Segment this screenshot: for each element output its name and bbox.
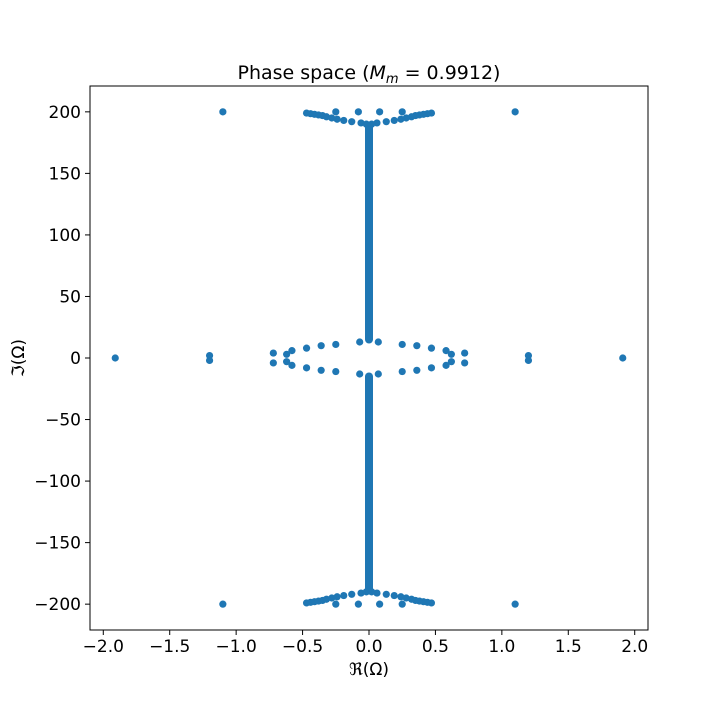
data-point xyxy=(354,600,362,608)
data-point xyxy=(374,370,382,378)
data-point xyxy=(619,354,627,362)
data-point xyxy=(382,590,390,598)
data-point xyxy=(368,588,376,596)
x-tick-label: −1.0 xyxy=(216,637,257,657)
axis-ticks: −2.0 −1.5 −1.0 −0.5 0.0 0.5 1.0 1.5 2.0 200 150 100… xyxy=(34,103,648,657)
x-tick-label: −2.0 xyxy=(83,637,124,657)
data-point xyxy=(511,108,519,116)
y-tick-label: −150 xyxy=(34,534,81,554)
data-point xyxy=(332,367,340,376)
data-point xyxy=(524,351,533,360)
x-axis-label: ℜ(Ω) xyxy=(349,660,389,680)
data-point xyxy=(348,590,356,598)
y-tick-label: −200 xyxy=(34,595,81,615)
data-point xyxy=(269,349,277,357)
data-point xyxy=(398,108,406,116)
data-point xyxy=(376,108,384,116)
data-point xyxy=(442,347,450,355)
data-point xyxy=(288,361,296,369)
data-point xyxy=(362,588,370,596)
data-point xyxy=(317,366,325,374)
x-tick-label: 1.0 xyxy=(488,637,515,657)
data-point xyxy=(269,359,277,367)
data-point xyxy=(205,356,214,365)
data-point xyxy=(219,600,227,608)
data-point xyxy=(376,600,384,608)
y-axis-label: ℑ(Ω) xyxy=(9,339,29,377)
data-point xyxy=(332,600,340,608)
data-point xyxy=(288,347,296,355)
data-point xyxy=(283,358,291,366)
data-point xyxy=(390,116,398,125)
data-point xyxy=(302,364,311,372)
data-point xyxy=(332,108,340,116)
data-point xyxy=(447,350,455,358)
data-point xyxy=(368,120,376,128)
data-point xyxy=(111,354,119,362)
data-point xyxy=(427,344,436,352)
axes-frame xyxy=(89,85,649,631)
data-point xyxy=(461,349,469,357)
data-point xyxy=(317,342,325,350)
data-point xyxy=(511,600,519,608)
data-point xyxy=(524,356,533,365)
data-point xyxy=(397,115,405,123)
data-point xyxy=(340,116,348,125)
data-point xyxy=(348,118,356,126)
data-point xyxy=(397,593,405,601)
data-point xyxy=(413,342,421,350)
x-tick-label: −1.5 xyxy=(149,637,190,657)
data-point xyxy=(302,344,311,352)
data-point xyxy=(398,367,406,376)
data-point xyxy=(340,591,348,600)
chart-title: Phase space (Mm = 0.9912) xyxy=(238,62,501,87)
y-tick-label: −50 xyxy=(45,411,81,431)
data-point-band xyxy=(365,121,373,344)
x-tick-label: −0.5 xyxy=(282,637,323,657)
x-tick-label: 2.0 xyxy=(621,637,648,657)
data-point xyxy=(442,361,450,369)
data-point xyxy=(382,118,390,126)
data-point xyxy=(333,593,341,601)
data-point xyxy=(333,115,341,123)
y-tick-label: 150 xyxy=(49,164,81,184)
data-point xyxy=(354,108,362,116)
data-point xyxy=(390,591,398,600)
data-point xyxy=(398,340,406,349)
y-tick-label: 200 xyxy=(49,103,81,123)
data-point xyxy=(427,364,436,372)
data-point xyxy=(461,359,469,367)
data-point xyxy=(374,338,382,346)
data-point xyxy=(398,600,406,608)
x-tick-label: 0.0 xyxy=(355,637,382,657)
y-tick-label: 100 xyxy=(49,226,81,246)
y-tick-label: 50 xyxy=(59,287,81,307)
data-point xyxy=(362,120,370,128)
data-point xyxy=(413,366,421,374)
x-tick-label: 1.5 xyxy=(555,637,582,657)
data-point xyxy=(205,351,214,360)
data-point xyxy=(332,340,340,349)
data-points xyxy=(111,108,627,608)
data-point xyxy=(356,338,364,346)
data-point xyxy=(283,350,291,358)
data-point xyxy=(447,358,455,366)
data-point xyxy=(356,370,364,378)
y-tick-label: 0 xyxy=(70,349,81,369)
data-point xyxy=(219,108,227,116)
x-tick-label: 0.5 xyxy=(422,637,449,657)
y-tick-label: −100 xyxy=(34,472,81,492)
data-point-band xyxy=(365,372,373,595)
